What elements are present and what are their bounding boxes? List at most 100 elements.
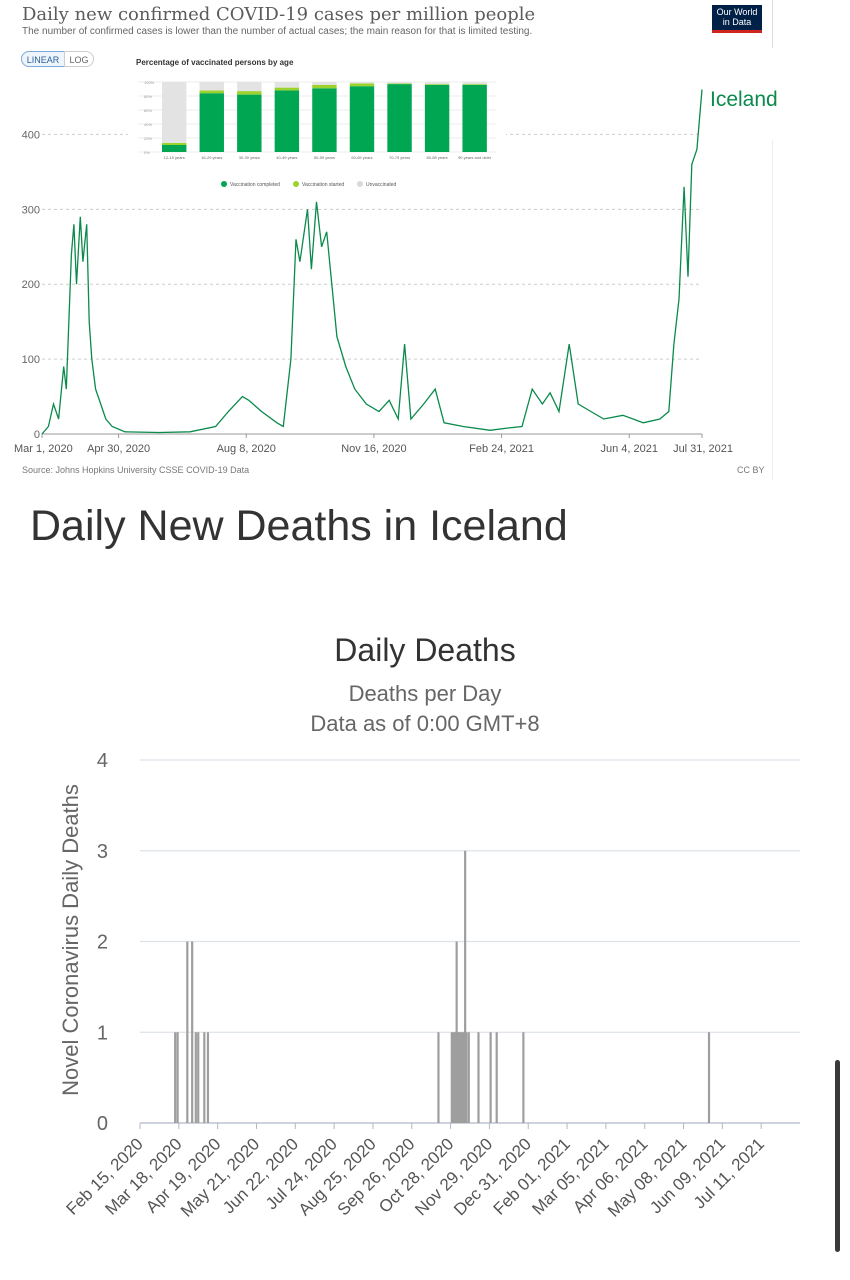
vax-category-label: 80-89 years: [427, 155, 448, 160]
deaths-y-ticks: 0 1 2 3 4: [97, 750, 108, 1135]
vax-bar-0: [162, 145, 187, 152]
deaths-bar: [451, 1032, 455, 1123]
cases-y-tick-label: 300: [22, 204, 40, 216]
deaths-bar: [477, 1032, 480, 1123]
vax-legend-swatch: [221, 181, 227, 187]
vax-bar-1: [162, 142, 187, 145]
deaths-bar: [457, 1032, 461, 1123]
vax-y-tick-label: 60%: [144, 108, 152, 113]
vax-category-label: 12-15 years: [164, 155, 185, 160]
deaths-y-tick-label: 1: [97, 1022, 108, 1044]
owid-logo-line2: in Data: [722, 17, 752, 27]
deaths-bar: [176, 1032, 179, 1123]
cases-y-tick-label: 200: [22, 279, 40, 291]
vax-bar-1: [274, 87, 300, 91]
deaths-bar: [489, 1032, 492, 1123]
deaths-bar: [495, 1032, 498, 1123]
vax-legend-label: Unvaccinated: [366, 182, 397, 188]
owid-logo-line1: Our World: [716, 7, 758, 17]
deaths-grid: [140, 759, 800, 1124]
vax-legend-swatch: [357, 181, 363, 187]
cases-x-tick-label: Nov 16, 2020: [341, 443, 406, 455]
vax-y-tick-label: 80%: [144, 94, 152, 99]
vax-category-label: 40-49 years: [276, 155, 297, 160]
vax-category-label: 50-59 years: [314, 155, 335, 160]
cases-license[interactable]: CC BY: [737, 465, 765, 475]
deaths-bar: [186, 941, 189, 1123]
owid-logo[interactable]: Our World in Data: [712, 5, 762, 33]
vax-category-label: 60-69 years: [351, 155, 372, 160]
vax-bar-1: [462, 84, 487, 85]
vax-category-label: 90 years and older: [458, 155, 492, 160]
vax-bar-1: [387, 83, 412, 85]
deaths-bar: [467, 1032, 470, 1123]
deaths-chart-subtitle: Deaths per Day: [349, 681, 502, 706]
deaths-chart-title: Daily Deaths: [334, 632, 515, 668]
vax-legend-label: Vaccination completed: [230, 182, 280, 188]
vax-y-tick-label: 100%: [144, 80, 155, 85]
vax-bar-1: [237, 91, 262, 95]
cases-chart-subtitle: The number of confirmed cases is lower t…: [22, 26, 533, 37]
deaths-bar: [461, 1032, 464, 1123]
deaths-bar: [462, 1032, 466, 1123]
vax-category-label: 30-39 years: [239, 155, 260, 160]
cases-x-tick-label: Jun 4, 2021: [600, 443, 658, 455]
header-divider: [772, 0, 773, 48]
cases-source: Source: Johns Hopkins University CSSE CO…: [22, 465, 250, 475]
deaths-bar: [450, 1032, 453, 1123]
vax-bar-1: [199, 90, 224, 94]
vax-bar-2: [312, 82, 337, 85]
deaths-y-tick-label: 2: [97, 932, 108, 954]
vax-legend-label: Vaccination started: [302, 182, 344, 188]
vax-bar-0: [274, 90, 300, 152]
deaths-y-tick-label: 4: [97, 750, 108, 772]
vax-bar-0: [349, 86, 375, 152]
vax-bar-2: [387, 82, 412, 84]
vax-bar-0: [237, 94, 262, 152]
deaths-bars: [174, 850, 711, 1123]
deaths-bar: [203, 1032, 206, 1123]
log-scale-button[interactable]: LOG: [64, 51, 94, 67]
vax-bar-2: [162, 82, 187, 143]
cases-y-tick-label: 400: [22, 129, 40, 141]
deaths-bar: [460, 1032, 463, 1123]
deaths-bar: [459, 1032, 462, 1123]
deaths-bar: [453, 1032, 456, 1123]
deaths-y-tick-label: 3: [97, 841, 108, 863]
deaths-y-tick-label: 0: [97, 1113, 108, 1135]
cases-x-ticks: Mar 1, 2020 Apr 30, 2020 Aug 8, 2020 Nov 16…: [14, 434, 733, 455]
vax-bar-2: [237, 82, 262, 92]
cases-y-tick-label: 0: [34, 429, 40, 441]
deaths-bar: [206, 1032, 210, 1123]
vax-bar-2: [349, 82, 375, 84]
vax-bar-2: [199, 82, 224, 91]
vaccination-title: Percentage of vaccinated persons by age: [136, 58, 294, 67]
cases-x-tick-label: Jul 31, 2021: [673, 443, 733, 455]
scrollbar-thumb[interactable]: [835, 1060, 840, 1252]
vax-category-label: 16-29 years: [201, 155, 222, 160]
deaths-y-axis-label: Novel Coronavirus Daily Deaths: [58, 784, 83, 1096]
deaths-page-heading: Daily New Deaths in Iceland: [30, 502, 568, 550]
vax-bar-0: [312, 88, 337, 152]
series-label-iceland: Iceland: [710, 88, 778, 111]
vax-bar-2: [274, 82, 300, 88]
chart-divider: [772, 140, 773, 480]
vax-bar-0: [199, 93, 224, 152]
deaths-bar: [522, 1032, 525, 1123]
vax-y-tick-label: 40%: [144, 122, 152, 127]
vax-bar-0: [462, 84, 487, 152]
cases-series-line-iceland: [41, 89, 703, 435]
deaths-bar: [197, 1032, 200, 1123]
deaths-bar: [194, 1032, 197, 1123]
vaccination-inset: Percentage of vaccinated persons by age …: [128, 52, 506, 192]
vax-bar-1: [349, 83, 375, 87]
deaths-chart-data-as-of: Data as of 0:00 GMT+8: [310, 711, 539, 736]
vax-bar-1: [424, 84, 450, 85]
vax-y-tick-label: 20%: [144, 136, 152, 141]
vax-y-tick-label: 0%: [144, 150, 150, 155]
vax-bar-2: [424, 82, 450, 85]
deaths-bar: [437, 1032, 440, 1123]
cases-chart-title: Daily new confirmed COVID-19 cases per m…: [22, 4, 536, 25]
vaccination-bar-chart: 0% 20% 40% 60% 80% 100% 12-15 years 16-29 years…: [138, 80, 496, 188]
